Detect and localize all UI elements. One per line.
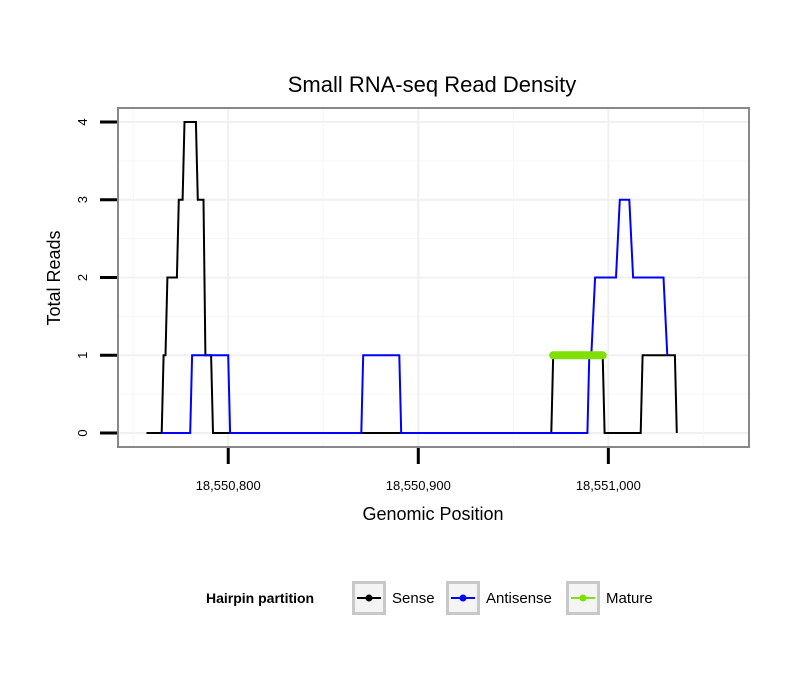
y-tick-label: 0	[75, 429, 90, 436]
x-tick-label: 18,551,000	[576, 478, 641, 493]
x-tick-label: 18,550,800	[196, 478, 261, 493]
y-tick-label: 4	[75, 118, 90, 125]
y-tick-label: 2	[75, 274, 90, 281]
series-line-sense	[146, 121, 678, 434]
y-tick-label: 1	[75, 352, 90, 359]
legend-title: Hairpin partition	[206, 590, 314, 606]
axes: 0 1 2 3 4 18,550,800 18,550,900 18,551,000	[75, 118, 641, 493]
x-axis-label: Genomic Position	[362, 504, 503, 524]
series-lines	[146, 121, 678, 434]
y-axis-label: Total Reads	[44, 230, 64, 325]
y-tick-label: 3	[75, 196, 90, 203]
chart-title: Small RNA-seq Read Density	[288, 72, 577, 97]
series-line-antisense	[161, 198, 669, 434]
legend-label-mature: Mature	[606, 590, 653, 607]
plot-panel-border	[117, 107, 750, 448]
x-tick-label: 18,550,900	[386, 478, 451, 493]
legend-key-point	[579, 594, 587, 602]
legend-key-point	[365, 594, 373, 602]
legend-label-antisense: Antisense	[486, 590, 552, 607]
legend: Hairpin partition Sense Antisense Mature	[206, 581, 653, 615]
legend-label-sense: Sense	[392, 590, 435, 607]
legend-key-point	[459, 594, 467, 602]
